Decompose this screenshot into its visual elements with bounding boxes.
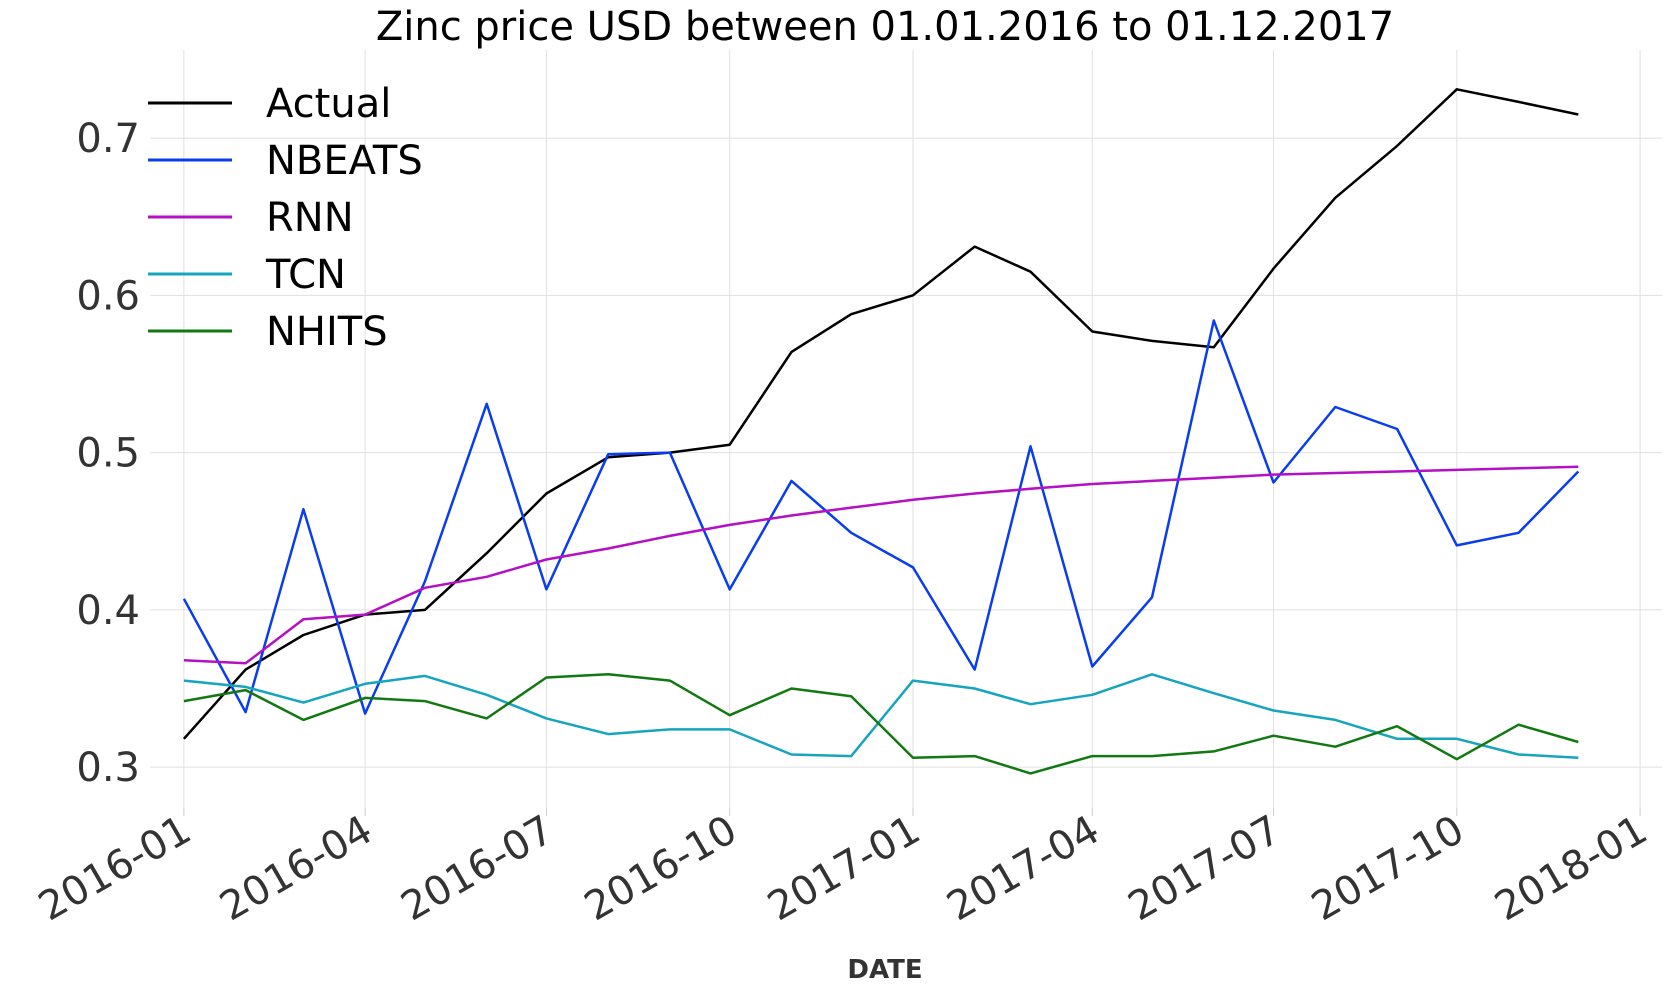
legend: Actual NBEATS RNN TCN NHITS [148,81,423,355]
x-tick-label: 2016-01 [31,807,199,930]
legend-label-rnn: RNN [266,195,354,241]
y-tick-label: 0.4 [76,588,140,634]
y-tick-label: 0.3 [76,745,140,791]
x-tick-label: 2018-01 [1487,807,1655,930]
legend-label-actual: Actual [266,81,391,127]
x-tick-label: 2017-04 [940,807,1108,930]
y-tick-label: 0.5 [76,431,140,477]
series-line-tcn [183,673,1579,759]
chart-title: Zinc price USD between 01.01.2016 to 01.… [376,4,1394,50]
legend-label-nhits: NHITS [266,309,388,355]
legend-label-nbeats: NBEATS [266,138,423,184]
series-line-rnn [183,465,1579,665]
legend-label-tcn: TCN [265,252,346,298]
x-tick-label: 2016-10 [577,807,745,930]
y-axis-ticks: 0.3 0.4 0.5 0.6 0.7 [76,116,140,791]
y-tick-label: 0.6 [76,273,140,319]
series-line-actual [182,88,1579,740]
x-axis-ticks: 2016-01 2016-04 2016-07 2016-10 2017-01 2017-… [31,807,1655,930]
x-tick-label: 2017-07 [1121,807,1289,930]
x-tick-label: 2017-01 [760,807,928,930]
x-axis-label: DATE [847,955,922,985]
x-tick-label: 2017-10 [1304,807,1472,930]
series-line-nbeats [182,319,1580,715]
y-tick-label: 0.7 [76,116,140,162]
series-lines [182,88,1580,775]
series-line-nhits [183,673,1579,775]
x-tick-label: 2016-04 [212,807,380,930]
x-tick-label: 2016-07 [394,807,562,930]
